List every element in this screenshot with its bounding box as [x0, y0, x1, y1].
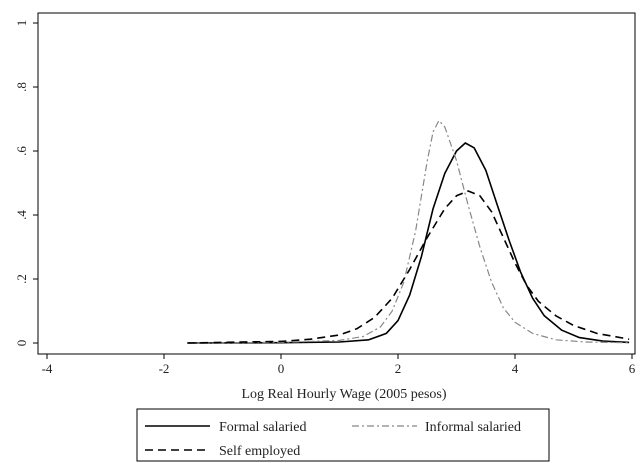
x-tick-label: -4: [42, 361, 53, 376]
y-tick-label: .8: [14, 82, 29, 92]
y-axis: 0 .2 .4 .6 .8 1: [14, 20, 38, 347]
y-tick-label: .4: [14, 210, 29, 220]
x-tick-label: 6: [629, 361, 636, 376]
legend-label-informal-salaried: Informal salaried: [425, 420, 521, 435]
y-tick-label: .2: [14, 274, 29, 284]
series-layer: [187, 120, 630, 344]
legend: Formal salaried Informal salaried Self e…: [136, 408, 550, 462]
x-axis-label: Log Real Hourly Wage (2005 pesos): [241, 387, 446, 402]
x-tick-label: 0: [278, 361, 285, 376]
legend-label-self-employed: Self employed: [219, 444, 300, 459]
legend-box: [136, 408, 550, 462]
legend-label-formal-salaried: Formal salaried: [219, 420, 306, 435]
x-tick-label: 4: [512, 361, 519, 376]
series-line-self-employed: [187, 190, 630, 344]
x-tick-label: -2: [159, 361, 170, 376]
y-tick-label: .6: [14, 146, 29, 156]
x-tick-label: 2: [395, 361, 402, 376]
series-line-formal-salaried: [187, 142, 630, 344]
y-tick-label: 1: [14, 20, 29, 27]
x-axis: -4 -2 0 2 4 6: [42, 354, 636, 376]
y-tick-label: 0: [14, 340, 29, 347]
series-line-informal-salaried: [187, 120, 630, 344]
plot-frame: [37, 12, 636, 355]
